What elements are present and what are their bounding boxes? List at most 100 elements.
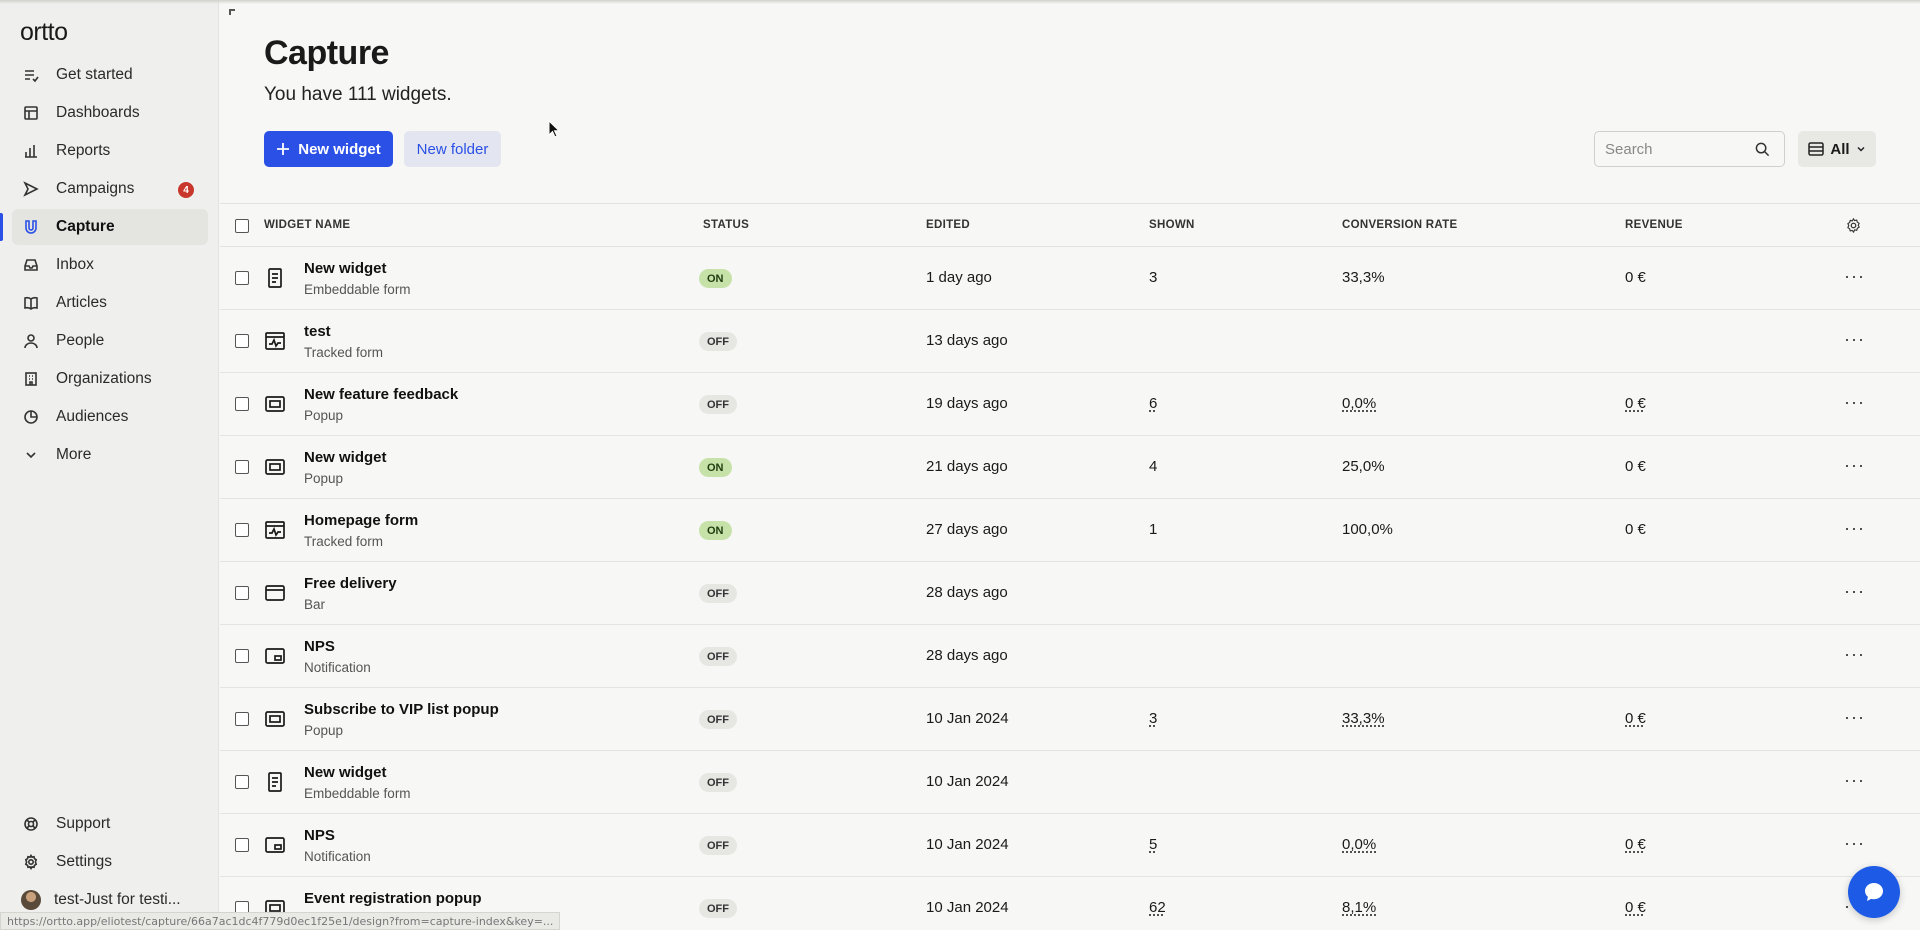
column-header-shown[interactable]: SHOWN bbox=[1149, 219, 1195, 231]
sidebar-item-dashboards[interactable]: Dashboards bbox=[12, 95, 208, 131]
sidebar-item-articles[interactable]: Articles bbox=[12, 285, 208, 321]
search-icon[interactable] bbox=[1755, 142, 1770, 157]
table-row[interactable]: New widget Embeddable form OFF 10 Jan 20… bbox=[220, 751, 1920, 814]
shown-cell: 3 bbox=[1149, 269, 1158, 286]
view-filter-dropdown[interactable]: All bbox=[1798, 131, 1876, 167]
table-row[interactable]: Free delivery Bar OFF 28 days ago ··· bbox=[220, 562, 1920, 625]
conversion-rate-cell[interactable]: 33,3% bbox=[1342, 710, 1385, 727]
shown-cell[interactable]: 5 bbox=[1149, 836, 1158, 853]
new-folder-button[interactable]: New folder bbox=[404, 131, 501, 167]
shown-cell[interactable]: 3 bbox=[1149, 710, 1158, 727]
sidebar-item-campaigns[interactable]: Campaigns 4 bbox=[12, 171, 208, 207]
row-checkbox[interactable] bbox=[235, 523, 249, 537]
row-more-icon[interactable]: ··· bbox=[1844, 392, 1865, 412]
row-more-icon[interactable]: ··· bbox=[1844, 518, 1865, 538]
widget-name[interactable]: New widget bbox=[304, 260, 387, 277]
sidebar-item-label: Reports bbox=[56, 142, 111, 159]
row-checkbox[interactable] bbox=[235, 838, 249, 852]
row-checkbox[interactable] bbox=[235, 271, 249, 285]
conversion-rate-cell[interactable]: 8,1% bbox=[1342, 899, 1377, 916]
row-more-icon[interactable]: ··· bbox=[1844, 833, 1865, 853]
row-checkbox[interactable] bbox=[235, 586, 249, 600]
column-header-edited[interactable]: EDITED bbox=[926, 219, 970, 231]
sidebar-item-reports[interactable]: Reports bbox=[12, 133, 208, 169]
sidebar-item-audiences[interactable]: Audiences bbox=[12, 399, 208, 435]
column-header-revenue[interactable]: REVENUE bbox=[1625, 219, 1683, 231]
revenue-cell[interactable]: 0 € bbox=[1625, 836, 1646, 853]
conversion-rate-cell[interactable]: 0,0% bbox=[1342, 836, 1377, 853]
status-badge: OFF bbox=[699, 773, 737, 792]
sidebar-item-test-just-for-testi[interactable]: test-Just for testi... bbox=[12, 882, 208, 918]
app-logo[interactable]: ortto bbox=[20, 18, 68, 46]
table-row[interactable]: New widget Embeddable form ON 1 day ago … bbox=[220, 247, 1920, 310]
row-more-icon[interactable]: ··· bbox=[1844, 770, 1865, 790]
conversion-rate-cell[interactable]: 0,0% bbox=[1342, 395, 1377, 412]
widget-name[interactable]: New widget bbox=[304, 764, 387, 781]
sidebar-item-people[interactable]: People bbox=[12, 323, 208, 359]
pie-icon bbox=[23, 409, 39, 425]
table-header: WIDGET NAME STATUS EDITED SHOWN CONVERSI… bbox=[220, 203, 1920, 247]
select-all-checkbox[interactable] bbox=[235, 219, 249, 233]
widget-type: Bar bbox=[304, 597, 326, 612]
row-more-icon[interactable]: ··· bbox=[1844, 266, 1865, 286]
revenue-cell[interactable]: 0 € bbox=[1625, 395, 1646, 412]
row-checkbox[interactable] bbox=[235, 334, 249, 348]
table-row[interactable]: Homepage form Tracked form ON 27 days ag… bbox=[220, 499, 1920, 562]
table-row[interactable]: Event registration popup Popup OFF 10 Ja… bbox=[220, 877, 1920, 930]
row-more-icon[interactable]: ··· bbox=[1844, 644, 1865, 664]
status-badge: ON bbox=[699, 269, 732, 288]
widget-count: You have 111 widgets. bbox=[264, 84, 452, 105]
widget-name[interactable]: Homepage form bbox=[304, 512, 419, 529]
sidebar-item-label: More bbox=[56, 446, 92, 463]
widget-name[interactable]: Event registration popup bbox=[304, 890, 482, 907]
new-widget-button[interactable]: New widget bbox=[264, 131, 393, 167]
form-icon bbox=[264, 771, 286, 793]
row-more-icon[interactable]: ··· bbox=[1844, 581, 1865, 601]
shown-cell[interactable]: 62 bbox=[1149, 899, 1166, 916]
widget-name[interactable]: test bbox=[304, 323, 331, 340]
table-row[interactable]: NPS Notification OFF 28 days ago ··· bbox=[220, 625, 1920, 688]
sidebar-item-get-started[interactable]: Get started bbox=[12, 57, 208, 93]
widget-name[interactable]: NPS bbox=[304, 638, 335, 655]
widget-type: Tracked form bbox=[304, 345, 384, 360]
edited-cell: 13 days ago bbox=[926, 332, 1008, 349]
row-checkbox[interactable] bbox=[235, 649, 249, 663]
search-input[interactable] bbox=[1605, 140, 1755, 158]
widget-name[interactable]: New feature feedback bbox=[304, 386, 459, 403]
search-box[interactable] bbox=[1594, 131, 1785, 167]
sidebar-item-inbox[interactable]: Inbox bbox=[12, 247, 208, 283]
table-row[interactable]: New widget Popup ON 21 days ago 4 25,0% … bbox=[220, 436, 1920, 499]
column-header-name[interactable]: WIDGET NAME bbox=[264, 219, 351, 231]
table-row[interactable]: Subscribe to VIP list popup Popup OFF 10… bbox=[220, 688, 1920, 751]
widget-name[interactable]: NPS bbox=[304, 827, 335, 844]
widget-name[interactable]: Subscribe to VIP list popup bbox=[304, 701, 499, 718]
row-more-icon[interactable]: ··· bbox=[1844, 455, 1865, 475]
row-checkbox[interactable] bbox=[235, 460, 249, 474]
sidebar-item-organizations[interactable]: Organizations bbox=[12, 361, 208, 397]
sidebar-item-capture[interactable]: Capture bbox=[0, 209, 208, 245]
sidebar-item-more[interactable]: More bbox=[12, 437, 208, 473]
column-header-conversion-rate[interactable]: CONVERSION RATE bbox=[1342, 219, 1458, 231]
row-more-icon[interactable]: ··· bbox=[1844, 329, 1865, 349]
row-checkbox[interactable] bbox=[235, 397, 249, 411]
shown-cell[interactable]: 6 bbox=[1149, 395, 1158, 412]
revenue-cell[interactable]: 0 € bbox=[1625, 899, 1646, 916]
plus-icon bbox=[277, 143, 290, 155]
widget-name[interactable]: New widget bbox=[304, 449, 387, 466]
table-row[interactable]: NPS Notification OFF 10 Jan 2024 5 0,0% … bbox=[220, 814, 1920, 877]
chevron-down-icon bbox=[23, 447, 39, 463]
status-badge: OFF bbox=[699, 899, 737, 918]
widget-name[interactable]: Free delivery bbox=[304, 575, 397, 592]
revenue-cell[interactable]: 0 € bbox=[1625, 710, 1646, 727]
row-checkbox[interactable] bbox=[235, 712, 249, 726]
table-row[interactable]: New feature feedback Popup OFF 19 days a… bbox=[220, 373, 1920, 436]
column-header-status[interactable]: STATUS bbox=[703, 219, 750, 231]
table-row[interactable]: test Tracked form OFF 13 days ago ··· bbox=[220, 310, 1920, 373]
row-checkbox[interactable] bbox=[235, 775, 249, 789]
sidebar-item-settings[interactable]: Settings bbox=[12, 844, 208, 880]
active-indicator bbox=[0, 213, 3, 241]
column-settings-gear-icon[interactable] bbox=[1845, 217, 1862, 234]
row-more-icon[interactable]: ··· bbox=[1844, 707, 1865, 727]
chat-launcher-button[interactable] bbox=[1848, 866, 1900, 918]
sidebar-item-support[interactable]: Support bbox=[12, 806, 208, 842]
